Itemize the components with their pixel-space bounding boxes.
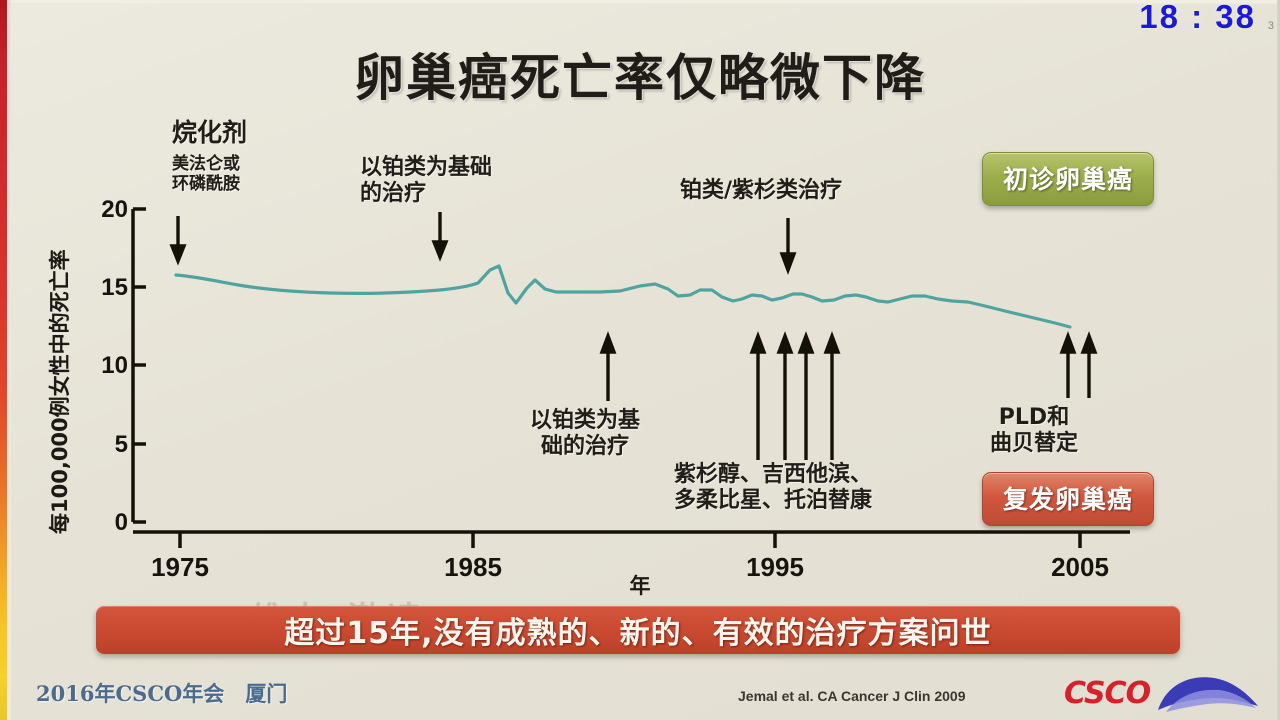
csco-logo-text: CSCO xyxy=(1064,676,1151,711)
ytick-5: 5 xyxy=(114,431,128,458)
csco-logo-icon xyxy=(1158,677,1258,712)
top-edge-highlight xyxy=(0,0,1280,4)
annotation-alkylating-title: 烷化剂 xyxy=(172,118,248,147)
ytick-15: 15 xyxy=(101,274,128,301)
left-gradient-accent-bar xyxy=(0,0,7,720)
mortality-curve xyxy=(174,264,1072,329)
left-accent-highlight xyxy=(7,0,11,720)
xtick-1985: 1985 xyxy=(444,552,502,582)
badge-primary-ovarian-cancer: 初诊卵巢癌 xyxy=(982,152,1155,206)
annotation-platinum-based-bottom: 以铂类为基 础的治疗 xyxy=(530,408,641,459)
right-edge-shadow xyxy=(1277,0,1280,720)
ytick-0: 0 xyxy=(114,509,128,536)
annotation-second-line-drugs: 紫杉醇、吉西他滨、 多柔比星、托泊替康 xyxy=(674,462,873,513)
xtick-1975: 1975 xyxy=(151,552,209,582)
xtick-2005: 2005 xyxy=(1051,552,1109,582)
source-citation: Jemal et al. CA Cancer J Clin 2009 xyxy=(738,688,966,704)
xtick-1995: 1995 xyxy=(746,552,804,582)
badge-recurrent-ovarian-cancer: 复发卵巢癌 xyxy=(982,472,1155,526)
annotation-pld-trabectedin: PLD和 曲贝替定 xyxy=(989,405,1079,456)
clock-overlay: 18 : 38 xyxy=(1139,0,1256,35)
up-arrows xyxy=(599,331,1098,460)
down-arrows xyxy=(169,212,797,275)
page-number: 3 xyxy=(1267,20,1274,32)
ytick-10: 10 xyxy=(101,352,128,379)
annotation-platinum-taxane: 铂类/紫杉类治疗 xyxy=(680,178,843,203)
y-axis xyxy=(131,207,146,524)
x-axis xyxy=(133,530,1130,548)
ytick-20: 20 xyxy=(101,196,128,223)
conclusion-banner-text: 超过15年,没有成熟的、新的、有效的治疗方案问世 xyxy=(284,616,992,651)
conclusion-banner: 超过15年,没有成熟的、新的、有效的治疗方案问世 xyxy=(96,606,1180,654)
slide-title: 卵巢癌死亡率仅略微下降 xyxy=(354,49,926,107)
x-axis-label: 年 xyxy=(629,574,651,598)
y-axis-label: 每100,000例女性中的死亡率 xyxy=(48,249,72,534)
annotation-platinum-based-top: 以铂类为基础 的治疗 xyxy=(360,155,493,206)
annotation-alkylating-drugs: 美法仑或 环磷酰胺 xyxy=(172,154,240,195)
footer-event-name: 2016年CSCO年会 厦门 xyxy=(36,681,288,706)
